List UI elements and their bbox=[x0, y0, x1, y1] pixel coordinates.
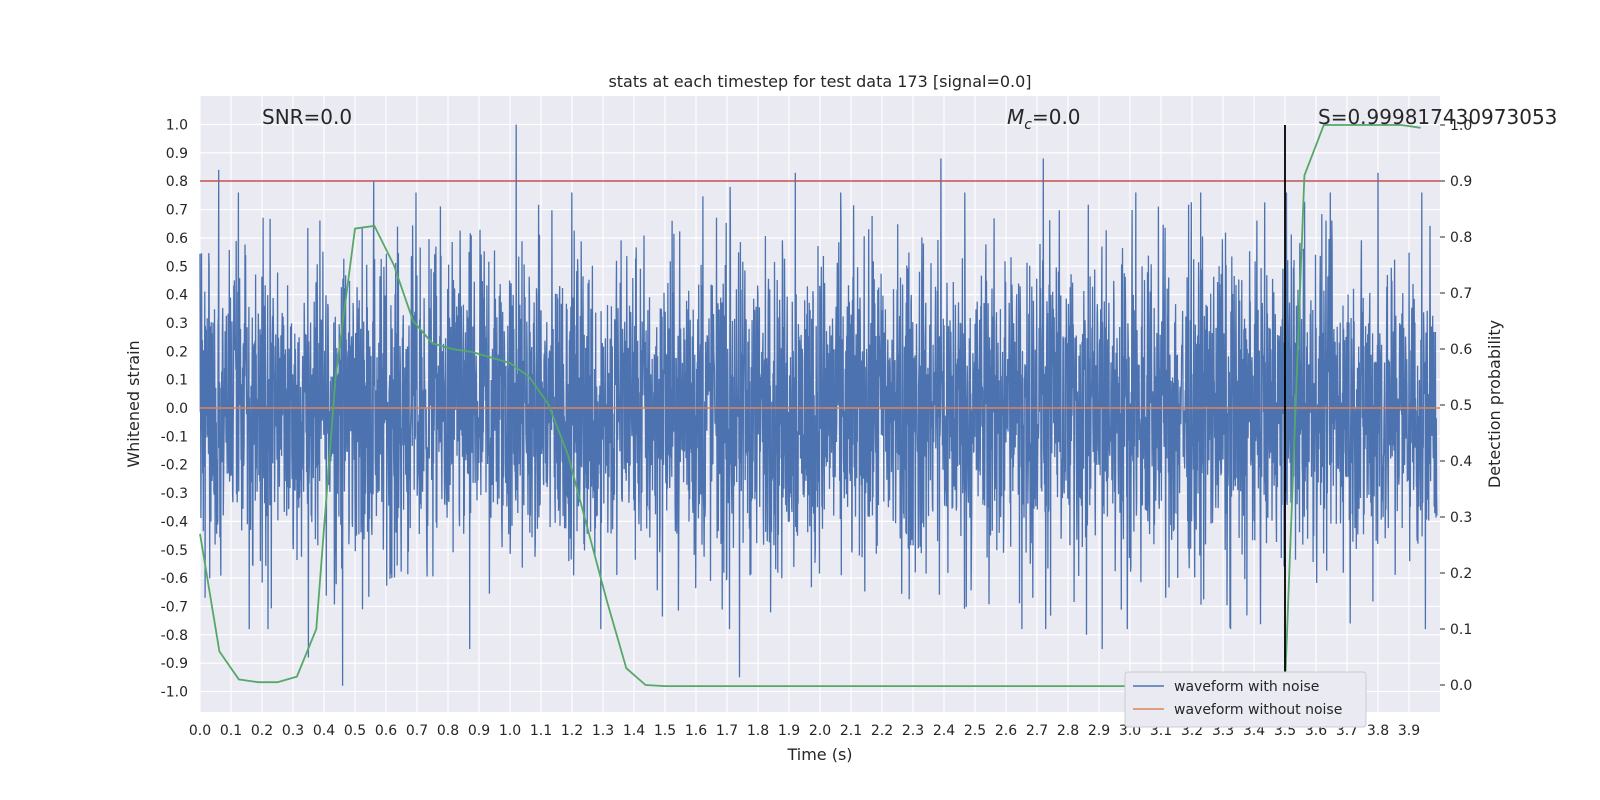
y2-tick-label: 0.5 bbox=[1450, 398, 1472, 414]
y-tick-label: 0.8 bbox=[166, 174, 188, 190]
x-tick-label: 0.7 bbox=[406, 723, 428, 739]
x-tick-label: 0.4 bbox=[313, 723, 335, 739]
x-tick-label: 2.3 bbox=[902, 723, 924, 739]
chart-title: stats at each timestep for test data 173… bbox=[608, 72, 1031, 91]
y-tick-label: -0.8 bbox=[161, 628, 188, 644]
x-tick-label: 1.9 bbox=[778, 723, 800, 739]
x-tick-label: 0.6 bbox=[375, 723, 397, 739]
y-tick-label: -0.2 bbox=[161, 458, 188, 474]
x-tick-label: 0.8 bbox=[437, 723, 459, 739]
y2-tick-label: 0.7 bbox=[1450, 286, 1472, 302]
legend-label-clean: waveform without noise bbox=[1174, 702, 1342, 718]
x-axis-label: Time (s) bbox=[786, 745, 852, 764]
y2-tick-label: 0.6 bbox=[1450, 342, 1472, 358]
x-tick-label: 2.4 bbox=[933, 723, 955, 739]
y-tick-label: 0.3 bbox=[166, 316, 188, 332]
y2-tick-label: 1.0 bbox=[1450, 118, 1472, 134]
y-tick-label: 0.1 bbox=[166, 373, 188, 389]
x-tick-label: 1.0 bbox=[499, 723, 521, 739]
x-tick-label: 1.4 bbox=[623, 723, 645, 739]
x-tick-label: 0.5 bbox=[344, 723, 366, 739]
y-tick-label: -0.9 bbox=[161, 656, 188, 672]
y-tick-label: 0.5 bbox=[166, 259, 188, 275]
x-tick-label: 0.3 bbox=[282, 723, 304, 739]
mc-symbol: M bbox=[1007, 105, 1024, 129]
y2-tick-label: 0.8 bbox=[1450, 230, 1472, 246]
mc-value: =0.0 bbox=[1032, 105, 1081, 129]
x-tick-label: 0.9 bbox=[468, 723, 490, 739]
x-tick-label: 1.8 bbox=[747, 723, 769, 739]
y-tick-label: 0.0 bbox=[166, 401, 188, 417]
y-tick-label: -0.6 bbox=[161, 571, 188, 587]
x-tick-label: 2.0 bbox=[809, 723, 831, 739]
y-tick-label: -0.7 bbox=[161, 599, 188, 615]
y-tick-label: -0.1 bbox=[161, 429, 188, 445]
x-tick-label: 2.2 bbox=[871, 723, 893, 739]
series-detection-probability bbox=[199, 124, 1421, 687]
y-tick-label: 0.2 bbox=[166, 344, 188, 360]
y-axis-ticks: 1.0 0.9 0.8 0.7 0.6 0.5 0.4 0.3 0.2 0.1 0.0 -0.1 -0.… bbox=[161, 118, 188, 701]
y-tick-label: 1.0 bbox=[166, 118, 188, 134]
y-tick-label: -1.0 bbox=[161, 685, 188, 701]
mc-subscript: c bbox=[1024, 117, 1032, 133]
x-tick-label: 1.3 bbox=[592, 723, 614, 739]
y2-axis-ticks: 1.0 0.9 0.8 0.7 0.6 0.5 0.4 0.3 0.2 0.1 0.0 bbox=[1440, 118, 1472, 694]
y-tick-label: 0.6 bbox=[166, 231, 188, 247]
x-tick-label: 1.2 bbox=[561, 723, 583, 739]
x-tick-label: 2.8 bbox=[1057, 723, 1079, 739]
x-tick-label: 2.9 bbox=[1088, 723, 1110, 739]
y2-tick-label: 0.1 bbox=[1450, 622, 1472, 638]
legend-label-noise: waveform with noise bbox=[1174, 679, 1319, 695]
x-tick-label: 1.1 bbox=[530, 723, 552, 739]
y-tick-label: 0.7 bbox=[166, 203, 188, 219]
x-tick-label: 0.0 bbox=[189, 723, 211, 739]
series-waveform-with-noise bbox=[199, 124, 1438, 686]
legend-box bbox=[1124, 671, 1367, 728]
snr-annotation: SNR=0.0 bbox=[262, 105, 352, 129]
x-tick-label: 3.9 bbox=[1398, 723, 1420, 739]
mc-annotation: Mc=0.0 bbox=[1007, 105, 1081, 133]
x-tick-label: 2.5 bbox=[964, 723, 986, 739]
y2-axis-label: Detection probability bbox=[1485, 320, 1504, 488]
x-tick-label: 2.7 bbox=[1026, 723, 1048, 739]
x-tick-label: 2.6 bbox=[995, 723, 1017, 739]
x-tick-label: 1.5 bbox=[654, 723, 676, 739]
y2-tick-label: 0.0 bbox=[1450, 678, 1472, 694]
y-tick-label: 0.9 bbox=[166, 146, 188, 162]
legend: waveform with noise waveform without noi… bbox=[1124, 671, 1367, 728]
x-tick-label: 0.1 bbox=[220, 723, 242, 739]
y2-tick-label: 0.4 bbox=[1450, 454, 1472, 470]
plot-area bbox=[199, 124, 1440, 687]
x-tick-label: 1.6 bbox=[685, 723, 707, 739]
x-tick-label: 0.2 bbox=[251, 723, 273, 739]
x-tick-label: 3.8 bbox=[1367, 723, 1389, 739]
y2-tick-label: 0.3 bbox=[1450, 510, 1472, 526]
s-annotation: S=0.999817430973053 bbox=[1318, 105, 1557, 129]
x-tick-label: 2.1 bbox=[840, 723, 862, 739]
y-axis-label: Whitened strain bbox=[124, 340, 143, 467]
y2-tick-label: 0.9 bbox=[1450, 174, 1472, 190]
y-tick-label: -0.4 bbox=[161, 514, 188, 530]
y-tick-label: -0.5 bbox=[161, 543, 188, 559]
x-tick-label: 1.7 bbox=[716, 723, 738, 739]
y-tick-label: 0.4 bbox=[166, 288, 188, 304]
y2-tick-label: 0.2 bbox=[1450, 566, 1472, 582]
y-tick-label: -0.3 bbox=[161, 486, 188, 502]
